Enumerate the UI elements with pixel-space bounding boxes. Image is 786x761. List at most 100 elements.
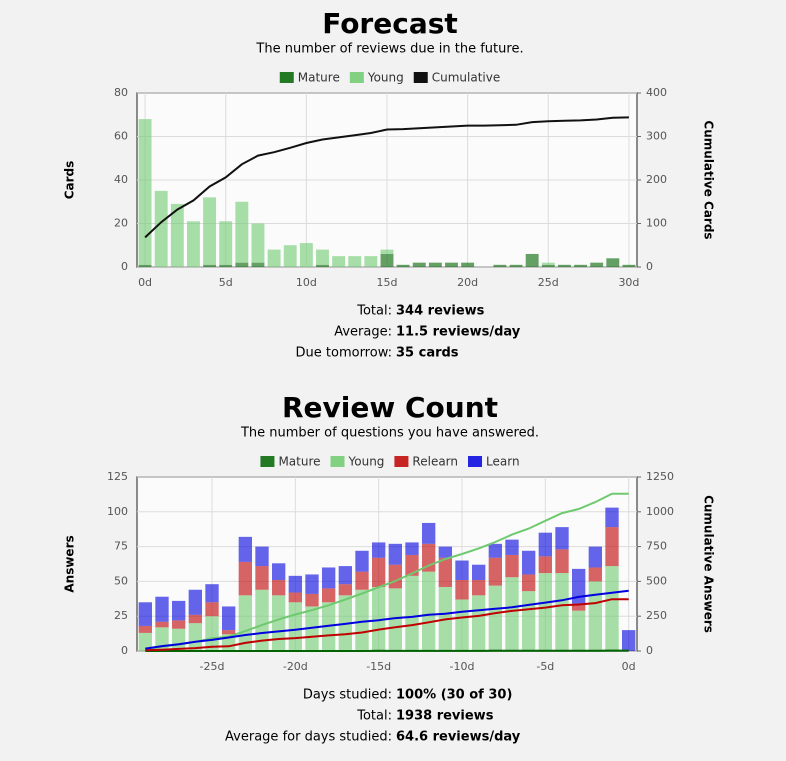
- bar: [322, 588, 336, 603]
- bar: [272, 563, 286, 581]
- bar: [322, 567, 336, 589]
- x-tick-label: 20d: [457, 276, 478, 289]
- bar: [522, 550, 536, 575]
- y2-tick-label: 500: [646, 574, 667, 587]
- stat-label: Total:: [356, 709, 392, 724]
- y-tick-label: 125: [107, 470, 128, 483]
- bar: [355, 589, 369, 651]
- bar: [588, 567, 602, 582]
- y-tick-label: 80: [114, 86, 128, 99]
- bar: [316, 264, 329, 267]
- x-tick-label: 0d: [138, 276, 152, 289]
- bar: [203, 264, 217, 267]
- bar: [238, 536, 252, 562]
- legend-swatch: [349, 72, 364, 83]
- bar: [405, 554, 419, 576]
- bar: [422, 571, 436, 651]
- bar: [555, 573, 569, 651]
- y2-tick-label: 1000: [646, 505, 674, 518]
- bar: [405, 575, 419, 651]
- bar: [522, 574, 536, 592]
- bar: [438, 546, 452, 558]
- bar: [555, 527, 569, 550]
- bar: [288, 575, 302, 593]
- plot-area: [136, 476, 638, 652]
- bar: [251, 262, 265, 267]
- bar: [154, 190, 168, 267]
- y2-tick-label: 200: [646, 173, 667, 186]
- legend-swatch: [330, 456, 345, 467]
- bar: [235, 201, 249, 263]
- bar: [222, 606, 236, 631]
- bar: [505, 577, 519, 651]
- bar: [396, 264, 410, 267]
- bar: [188, 589, 202, 615]
- y-tick-label: 60: [114, 130, 128, 143]
- stat-label: Due tomorrow:: [296, 346, 392, 361]
- legend-swatch: [413, 72, 428, 83]
- chart-title: Review Count: [282, 391, 498, 424]
- y-axis-label: Cards: [63, 161, 77, 200]
- bar: [355, 550, 369, 572]
- bar: [622, 630, 636, 651]
- bar: [472, 564, 486, 581]
- bar: [572, 603, 586, 611]
- bar: [422, 522, 436, 544]
- bar: [267, 249, 281, 267]
- bar: [272, 595, 286, 651]
- bar: [541, 264, 555, 267]
- bar: [205, 616, 219, 651]
- bar: [170, 203, 184, 267]
- bar: [138, 602, 152, 626]
- x-tick-label: 10d: [296, 276, 317, 289]
- bar: [605, 507, 619, 528]
- bar: [505, 554, 519, 578]
- y2-axis-label: Cumulative Cards: [702, 120, 716, 239]
- bar: [472, 580, 486, 596]
- legend-swatch: [394, 456, 409, 467]
- x-tick-label: 5d: [219, 276, 233, 289]
- bar: [372, 586, 386, 650]
- bar: [488, 543, 502, 558]
- y-tick-label: 25: [114, 609, 128, 622]
- bar: [305, 574, 319, 594]
- bar: [238, 561, 252, 596]
- bar: [588, 546, 602, 568]
- legend-label: Learn: [486, 455, 520, 469]
- bar: [445, 262, 458, 267]
- bar: [235, 262, 249, 267]
- y2-tick-label: 750: [646, 540, 667, 553]
- bar: [205, 584, 219, 603]
- stat-value: 344 reviews: [396, 304, 485, 319]
- y-tick-label: 40: [114, 173, 128, 186]
- y-tick-label: 50: [114, 574, 128, 587]
- bar: [472, 595, 486, 651]
- bar: [538, 573, 552, 651]
- y2-tick-label: 0: [646, 260, 653, 273]
- bar: [438, 557, 452, 587]
- bar: [557, 264, 571, 267]
- bar: [305, 593, 319, 607]
- bar: [138, 625, 152, 633]
- x-tick-label: -20d: [283, 660, 308, 673]
- x-tick-label: -15d: [366, 660, 391, 673]
- stat-value: 64.6 reviews/day: [396, 730, 521, 745]
- bar: [187, 221, 200, 267]
- stat-value: 100% (30 of 30): [396, 688, 512, 703]
- bar: [172, 620, 186, 629]
- bar: [172, 628, 186, 651]
- bar: [380, 249, 394, 254]
- bar: [219, 221, 233, 265]
- legend-label: Young: [367, 71, 404, 85]
- bar: [348, 256, 362, 267]
- bar: [455, 560, 469, 581]
- bar: [605, 566, 619, 650]
- y2-axis-label: Cumulative Answers: [702, 495, 716, 633]
- bar: [541, 262, 555, 265]
- bar: [428, 262, 442, 267]
- stat-label: Average:: [334, 325, 392, 340]
- cumulative-line: [144, 116, 629, 239]
- bar: [525, 253, 539, 267]
- legend-swatch: [260, 456, 275, 467]
